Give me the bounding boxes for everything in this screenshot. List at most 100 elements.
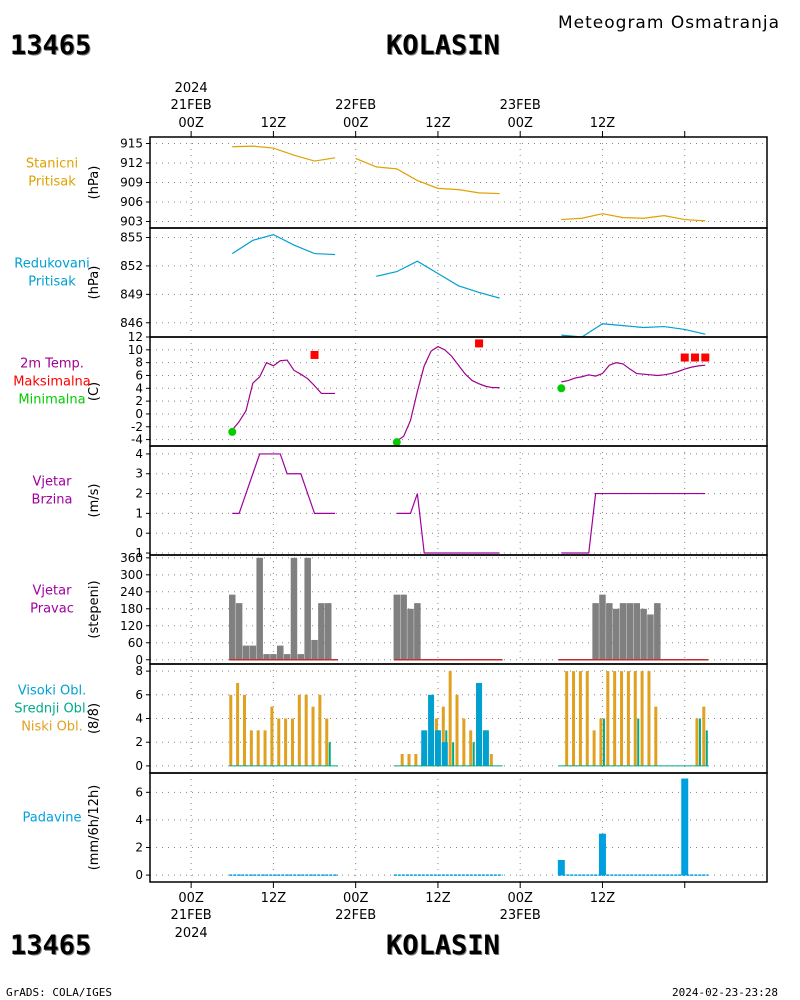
y-tick-label: 2 — [135, 394, 143, 408]
cloud-bar — [578, 671, 582, 766]
cloud-bar — [311, 706, 315, 766]
y-tick-label: 4 — [135, 813, 143, 827]
y-tick-label: 6 — [135, 688, 143, 702]
cloud-bar — [472, 742, 475, 766]
hour-label-bottom: 12Z — [261, 891, 287, 906]
year-label-bottom: 2024 — [175, 926, 208, 941]
y-tick-label: 120 — [120, 619, 143, 633]
y-tick-label: 2 — [135, 487, 143, 501]
cloud-bar — [277, 718, 281, 766]
series-label: 2m Temp. — [20, 357, 84, 372]
wind-dir-bar — [263, 654, 270, 660]
station-id-bottom: 13465 — [10, 930, 92, 961]
cloud-bar — [695, 718, 699, 766]
unit-label-station_pressure: (hPa) — [87, 166, 102, 200]
wind-dir-bar — [619, 603, 627, 660]
series-label: Srednji Obl. — [14, 702, 89, 717]
cloud-bar — [637, 718, 640, 766]
cloud-bar — [441, 706, 445, 766]
y-tick-label: 60 — [128, 636, 143, 650]
y-tick-label: 852 — [120, 259, 143, 273]
cloud-bar — [647, 671, 651, 766]
wind-dir-bar — [640, 608, 647, 660]
y-tick-label: 909 — [120, 176, 143, 190]
panel-wind_direction: 0 60 120 180 240 300 360 (stepeni) Vjetar Pravac — [30, 551, 768, 667]
cloud-bar — [452, 742, 455, 766]
cloud-bar — [626, 671, 630, 766]
series-label: Stanicni — [26, 157, 78, 172]
cloud-bar — [428, 694, 435, 766]
wind-dir-bar — [626, 603, 634, 660]
panel-frame — [149, 227, 768, 338]
cloud-bar — [565, 671, 569, 766]
wind-dir-bar — [229, 594, 236, 660]
series-label: Padavine — [23, 811, 82, 826]
cloud-bar — [328, 742, 331, 766]
y-tick-label: 4 — [135, 712, 143, 726]
footer-credit: GrADS: COLA/IGES — [6, 986, 112, 999]
wind-dir-bar — [318, 603, 325, 660]
hour-label-top: 12Z — [261, 116, 287, 131]
y-tick-label: -2 — [131, 420, 143, 434]
cloud-bar — [705, 730, 708, 766]
wind-dir-bar — [256, 557, 263, 660]
y-tick-label: 6 — [135, 368, 143, 382]
wind-dir-bar — [599, 594, 606, 660]
panel-precipitation: 0 2 4 6 (mm/6h/12h) Padavine — [23, 772, 768, 883]
cloud-bar — [476, 682, 483, 766]
station-name-bottom: KOLASIN — [386, 930, 500, 961]
panel-frame — [149, 772, 768, 883]
cloud-bar — [599, 718, 603, 766]
series-label: Niski Obl. — [21, 720, 83, 735]
y-tick-label: 2 — [135, 735, 143, 749]
pressure-line — [355, 157, 500, 195]
tmax-marker — [475, 339, 484, 348]
cloud-bar — [325, 718, 329, 766]
temp-line — [396, 345, 500, 442]
series-label: Visoki Obl. — [18, 684, 86, 699]
wind-dir-bar — [290, 557, 298, 660]
cloud-bar — [654, 706, 658, 766]
panel-clouds: 0 2 4 6 8 (8/8)Visoki Obl. Srednji Obl. Niski O… — [14, 663, 768, 774]
cloud-bar — [469, 730, 473, 766]
meteogram-title: Meteogram Osmatranja — [558, 13, 781, 33]
hour-label-bottom: 00Z — [178, 891, 204, 906]
unit-label-wind_direction: (stepeni) — [87, 580, 102, 638]
wind-dir-bar — [612, 608, 620, 660]
hour-label-top: 12Z — [590, 116, 616, 131]
wind-dir-bar — [277, 645, 284, 660]
cloud-bar — [602, 718, 605, 766]
y-tick-label: 10 — [128, 343, 143, 357]
cloud-bar — [633, 671, 637, 766]
cloud-bar — [256, 730, 260, 766]
wind-dir-bar — [297, 654, 305, 660]
precip-bar — [557, 859, 565, 876]
tmax-marker — [310, 350, 319, 359]
pressure-line — [231, 233, 336, 256]
date-label-bottom: 23FEB — [500, 908, 541, 923]
date-label-top: 21FEB — [171, 98, 212, 113]
wind-dir-bar — [606, 603, 613, 660]
y-tick-label: 912 — [120, 156, 143, 170]
tmin-marker — [557, 384, 566, 393]
wind-dir-bar — [324, 603, 332, 660]
footer-timestamp: 2024-02-23-23:28 — [672, 986, 778, 999]
cloud-bar — [297, 694, 301, 766]
pressure-line — [561, 323, 706, 338]
unit-label-reduced_pressure: (hPa) — [87, 266, 102, 300]
cloud-bar — [572, 671, 576, 766]
cloud-bar — [482, 730, 489, 766]
cloud-bar — [441, 742, 448, 766]
hour-label-bottom: 12Z — [590, 891, 616, 906]
y-tick-label: 300 — [120, 568, 143, 582]
panel-frame — [149, 554, 768, 665]
y-tick-label: 2 — [135, 841, 143, 855]
pressure-line — [561, 213, 706, 222]
cloud-bar — [620, 671, 624, 766]
cloud-bar — [414, 754, 418, 766]
precip-bar — [598, 833, 606, 876]
y-tick-label: -4 — [131, 433, 143, 447]
panel-wind_speed: -1 0 1 2 3 4 (m/s) Vjetar Brzina — [32, 445, 768, 560]
hour-label-bottom: 12Z — [425, 891, 451, 906]
